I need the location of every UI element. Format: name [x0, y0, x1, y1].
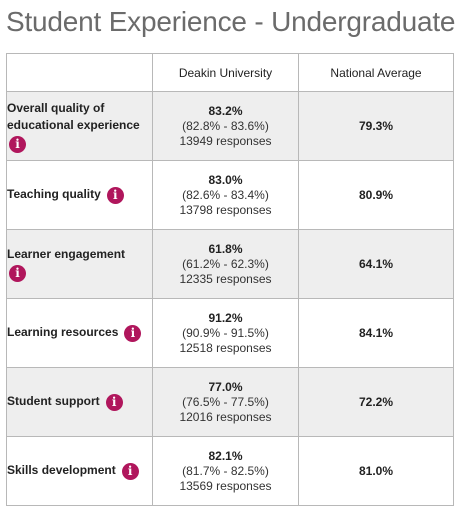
info-icon[interactable]: i — [121, 462, 139, 480]
table-row: Overall quality of educational experienc… — [6, 91, 454, 161]
info-icon[interactable]: i — [9, 265, 26, 282]
national-average-value: 79.3% — [298, 91, 454, 161]
deakin-range: (90.9% - 91.5%) — [182, 325, 269, 340]
deakin-percentage: 83.2% — [208, 103, 243, 118]
deakin-value-cell: 83.2% (82.8% - 83.6%) 13949 responses — [152, 91, 299, 161]
header-deakin-university: Deakin University — [152, 53, 299, 92]
info-icon[interactable]: i — [9, 135, 26, 153]
deakin-percentage: 91.2% — [208, 310, 243, 325]
national-average-value: 81.0% — [298, 436, 454, 506]
deakin-value-cell: 91.2% (90.9% - 91.5%) 12518 responses — [152, 298, 299, 368]
table-row: Learning resources i 91.2% (90.9% - 91.5%… — [6, 298, 454, 368]
deakin-range: (76.5% - 77.5%) — [182, 394, 269, 409]
info-icon[interactable]: i — [105, 393, 123, 411]
metric-label: Learning resources — [7, 325, 119, 340]
table-row: Student support i 77.0% (76.5% - 77.5%) 1… — [6, 367, 454, 437]
deakin-responses: 12518 responses — [179, 340, 272, 355]
table-header-row: Deakin University National Average — [6, 53, 454, 92]
deakin-responses: 12016 responses — [179, 409, 272, 424]
info-icon[interactable]: i — [124, 324, 142, 342]
table-row: Skills development i 82.1% (81.7% - 82.5%… — [6, 436, 454, 506]
deakin-value-cell: 77.0% (76.5% - 77.5%) 12016 responses — [152, 367, 299, 437]
metric-label: educational experience — [7, 117, 140, 132]
metric-cell: Learning resources i — [6, 298, 153, 368]
deakin-range: (82.8% - 83.6%) — [182, 118, 269, 133]
deakin-responses: 13798 responses — [179, 202, 272, 217]
page-title: Student Experience - Undergraduate — [6, 6, 456, 37]
metric-cell: Teaching quality i — [6, 160, 153, 230]
deakin-percentage: 82.1% — [208, 448, 243, 463]
metric-label: Overall quality of — [7, 100, 105, 115]
metric-label: Skills development — [7, 463, 116, 478]
deakin-range: (61.2% - 62.3%) — [182, 256, 269, 271]
deakin-value-cell: 61.8% (61.2% - 62.3%) 12335 responses — [152, 229, 299, 299]
national-average-value: 80.9% — [298, 160, 454, 230]
table-row: Teaching quality i 83.0% (82.6% - 83.4%) … — [6, 160, 454, 230]
national-average-value: 64.1% — [298, 229, 454, 299]
header-national-average: National Average — [298, 53, 454, 92]
deakin-responses: 13569 responses — [179, 478, 272, 493]
header-metric — [6, 53, 153, 92]
metric-cell: Learner engagement i — [6, 229, 153, 299]
deakin-percentage: 77.0% — [208, 379, 243, 394]
deakin-percentage: 61.8% — [208, 241, 243, 256]
deakin-value-cell: 82.1% (81.7% - 82.5%) 13569 responses — [152, 436, 299, 506]
deakin-range: (82.6% - 83.4%) — [182, 187, 269, 202]
student-experience-table: Deakin University National Average Overa… — [6, 53, 454, 506]
deakin-range: (81.7% - 82.5%) — [182, 463, 269, 478]
metric-label: Learner engagement — [7, 247, 126, 261]
table-row: Learner engagement i 61.8% (61.2% - 62.3… — [6, 229, 454, 299]
national-average-value: 84.1% — [298, 298, 454, 368]
metric-cell: Skills development i — [6, 436, 153, 506]
deakin-value-cell: 83.0% (82.6% - 83.4%) 13798 responses — [152, 160, 299, 230]
deakin-responses: 13949 responses — [179, 133, 272, 148]
metric-cell: Student support i — [6, 367, 153, 437]
deakin-percentage: 83.0% — [208, 172, 243, 187]
metric-label: Teaching quality — [7, 187, 101, 202]
national-average-value: 72.2% — [298, 367, 454, 437]
metric-cell: Overall quality of educational experienc… — [6, 91, 153, 161]
deakin-responses: 12335 responses — [179, 271, 272, 286]
info-icon[interactable]: i — [106, 186, 124, 204]
metric-label: Student support — [7, 394, 100, 409]
